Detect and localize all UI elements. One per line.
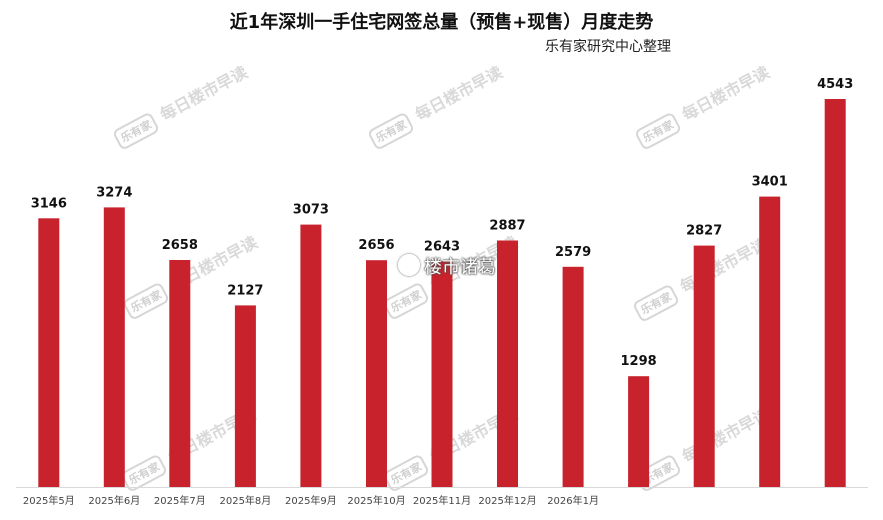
- bar: [366, 260, 387, 487]
- x-tick-label: 2025年6月: [88, 494, 140, 507]
- x-tick-label: 2026年1月: [547, 494, 599, 507]
- overlay-watermark: 楼市诸葛: [398, 253, 496, 279]
- x-tick-label: 2025年8月: [219, 494, 271, 507]
- bar: [300, 224, 322, 487]
- bar: [562, 266, 584, 487]
- bar: [824, 99, 846, 487]
- data-label: 2887: [489, 219, 525, 234]
- bar: [169, 260, 191, 487]
- x-tick-label: 2025年5月: [23, 494, 75, 507]
- bar: [693, 245, 715, 487]
- data-label: 3401: [752, 175, 788, 190]
- bar: [234, 305, 256, 487]
- data-label: 3073: [293, 203, 329, 218]
- bar: [103, 207, 125, 487]
- data-label: 2579: [555, 245, 591, 260]
- x-tick-label: 2025年9月: [285, 494, 337, 507]
- x-tick-label: 2025年10月: [347, 494, 405, 507]
- data-label: 2827: [686, 224, 722, 239]
- bar: [431, 261, 453, 487]
- data-label: 3274: [96, 185, 132, 200]
- bar: [497, 240, 518, 487]
- chart-subtitle: 乐有家研究中心整理: [545, 39, 671, 55]
- bar: [759, 196, 781, 487]
- weibo-icon: [398, 254, 420, 276]
- x-tick-label: 2025年11月: [413, 494, 471, 507]
- data-label: 2656: [358, 238, 394, 253]
- chart-title: 近1年深圳一手住宅网签总量（预售+现售）月度走势: [229, 12, 654, 33]
- bar: [628, 376, 650, 487]
- bar: [38, 218, 60, 488]
- data-label: 3146: [31, 196, 67, 211]
- data-label: 2658: [162, 238, 198, 253]
- x-tick-label: 2025年7月: [154, 494, 206, 507]
- data-label: 1298: [621, 354, 657, 369]
- data-label: 2127: [227, 283, 263, 298]
- x-tick-label: 2025年12月: [478, 494, 536, 507]
- data-label: 4543: [817, 77, 853, 92]
- data-label: 2643: [424, 239, 460, 254]
